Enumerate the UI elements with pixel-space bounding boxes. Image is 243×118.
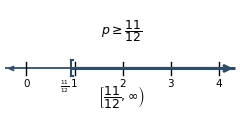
Text: 3: 3 [167, 79, 174, 89]
Text: $\left[\dfrac{11}{12}, \infty\right)$: $\left[\dfrac{11}{12}, \infty\right)$ [98, 84, 145, 110]
Text: 1: 1 [71, 79, 78, 89]
Text: $\frac{11}{12}$: $\frac{11}{12}$ [60, 79, 69, 95]
Text: 4: 4 [216, 79, 222, 89]
Text: 0: 0 [23, 79, 30, 89]
Text: $p \geq \dfrac{11}{12}$: $p \geq \dfrac{11}{12}$ [101, 18, 142, 44]
Text: 2: 2 [119, 79, 126, 89]
